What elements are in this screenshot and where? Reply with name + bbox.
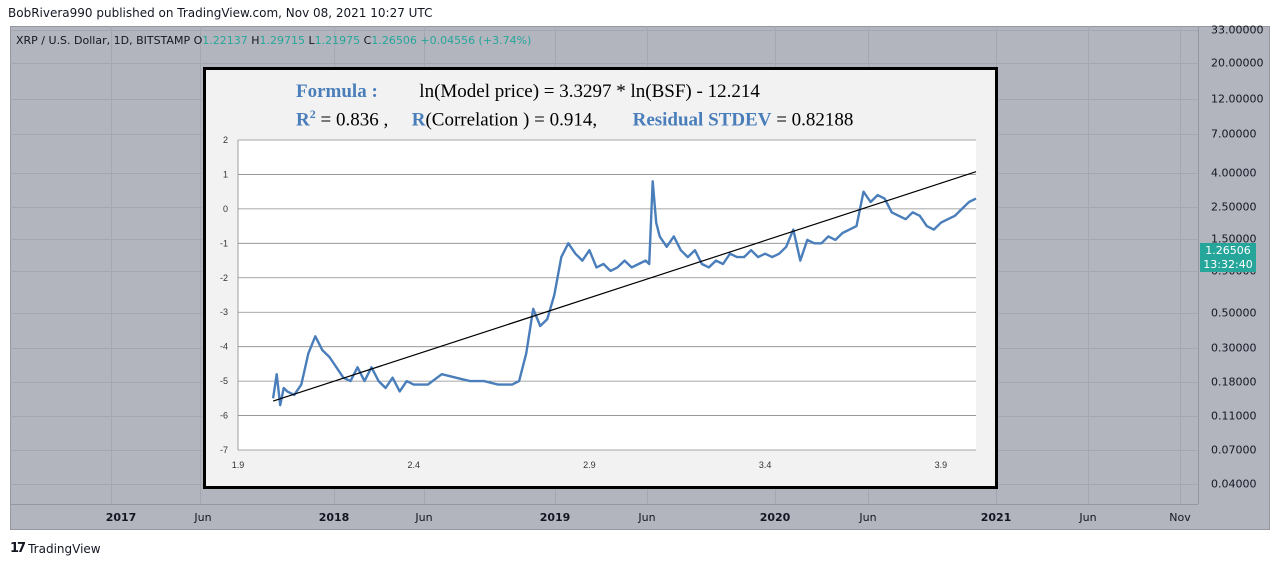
- time-tick: 2017: [105, 511, 137, 524]
- vertical-gridline: [111, 26, 112, 504]
- r2-text: = 0.836 ,: [315, 109, 389, 131]
- time-tick: 2020: [759, 511, 791, 524]
- price-tick: 0.50000: [1211, 306, 1257, 320]
- x-tick-label: 2.9: [583, 460, 596, 470]
- published-line: BobRivera990 published on TradingView.co…: [8, 6, 433, 20]
- y-tick-label: 2: [223, 135, 228, 145]
- y-tick-label: -2: [220, 273, 228, 283]
- formula-text: ln(Model price) = 3.3297 * ln(BSF) - 12.…: [419, 81, 760, 102]
- y-tick-label: -1: [220, 238, 228, 248]
- formula-label: Formula :: [296, 81, 378, 102]
- price-tick: 7.00000: [1211, 127, 1257, 141]
- time-tick: 2018: [318, 511, 350, 524]
- horizontal-gridline: [10, 63, 1198, 64]
- regression-chart: 2 1 0 -1 -2 -3 -4 -5 -6 -7 1.9 2.4 2.9 3.4 3.9: [220, 135, 977, 470]
- time-tick: Jun: [859, 511, 877, 524]
- price-tick: 0.30000: [1211, 341, 1257, 355]
- bar-countdown: 13:32:40: [1203, 258, 1253, 271]
- r2-superscript: 2: [309, 107, 316, 121]
- y-tick-label: -3: [220, 307, 228, 317]
- low-key: L: [308, 34, 315, 47]
- high-key: H: [251, 34, 260, 47]
- y-tick-label: -7: [220, 445, 228, 455]
- y-tick-label: 0: [223, 204, 228, 214]
- y-tick-label: 1: [223, 169, 228, 179]
- open-key: O: [193, 34, 203, 47]
- price-tick: 20.00000: [1211, 56, 1264, 70]
- time-tick: 2021: [980, 511, 1012, 524]
- y-tick-label: -5: [220, 376, 228, 386]
- r2-label: R: [296, 109, 310, 131]
- symbol-legend[interactable]: XRP / U.S. Dollar, 1D, BITSTAMP O1.22137…: [16, 34, 531, 47]
- vertical-gridline: [1088, 26, 1089, 504]
- y-tick-label: -6: [220, 411, 228, 421]
- time-tick: Jun: [1079, 511, 1097, 524]
- price-tick: 12.00000: [1211, 92, 1264, 106]
- time-tick: Jun: [194, 511, 212, 524]
- time-tick: Nov: [1169, 511, 1191, 524]
- stats-line: R2 = 0.836 , R(Correlation ) = 0.914, Re…: [296, 103, 853, 131]
- close-value: 1.26506: [371, 34, 417, 47]
- stdev-label: Residual STDEV: [632, 109, 772, 131]
- current-price: 1.26506: [1205, 244, 1251, 257]
- tradingview-logo[interactable]: 17 TradingView: [10, 541, 101, 556]
- stdev-text: = 0.82188: [771, 109, 854, 131]
- plot-area: [238, 140, 976, 450]
- high-value: 1.29715: [259, 34, 306, 47]
- price-tick: 0.04000: [1211, 477, 1257, 491]
- price-tick: 0.11000: [1211, 409, 1257, 423]
- y-tick-label: -4: [220, 342, 228, 352]
- current-price-badge: 1.26506 13:32:40: [1200, 243, 1256, 272]
- time-tick: 2019: [539, 511, 571, 524]
- price-tick: 2.50000: [1211, 200, 1257, 214]
- r-label: R: [411, 109, 426, 131]
- price-tick: 0.18000: [1211, 375, 1257, 389]
- vertical-gridline: [1180, 26, 1181, 504]
- tradingview-logo-text: TradingView: [28, 541, 101, 556]
- symbol-title: XRP / U.S. Dollar, 1D, BITSTAMP: [16, 34, 191, 47]
- price-tick: 1.50000: [1211, 232, 1257, 246]
- x-tick-label: 3.4: [759, 460, 772, 470]
- formula-block: Formula : ln(Model price) = 3.3297 * ln(…: [296, 80, 853, 131]
- x-tick-label: 1.9: [232, 460, 245, 470]
- close-key: C: [363, 34, 372, 47]
- time-scale[interactable]: 2017 Jun 2018 Jun 2019 Jun 2020 Jun 2021…: [10, 504, 1198, 530]
- x-tick-label: 3.9: [935, 460, 948, 470]
- low-value: 1.21975: [314, 34, 361, 47]
- regression-inset: Formula : ln(Model price) = 3.3297 * ln(…: [203, 67, 998, 489]
- trendline: [272, 171, 977, 402]
- time-tick: Jun: [638, 511, 656, 524]
- formula-line: Formula : ln(Model price) = 3.3297 * ln(…: [296, 80, 853, 103]
- price-tick: 0.07000: [1211, 443, 1257, 457]
- open-value: 1.22137: [202, 34, 248, 47]
- price-tick: 4.00000: [1211, 166, 1257, 180]
- horizontal-gridline: [10, 30, 1198, 31]
- r-text: (Correlation ) = 0.914,: [425, 109, 598, 131]
- price-scale[interactable]: 33.00000 20.00000 12.00000 7.00000 4.000…: [1198, 23, 1270, 504]
- vertical-gridline: [200, 26, 201, 504]
- tradingview-logo-icon: 17: [10, 541, 26, 556]
- x-tick-label: 2.4: [407, 460, 420, 470]
- price-tick: 33.00000: [1211, 23, 1264, 37]
- price-change: +0.04556 (+3.74%): [420, 34, 532, 47]
- time-tick: Jun: [415, 511, 433, 524]
- series-line: [271, 180, 977, 407]
